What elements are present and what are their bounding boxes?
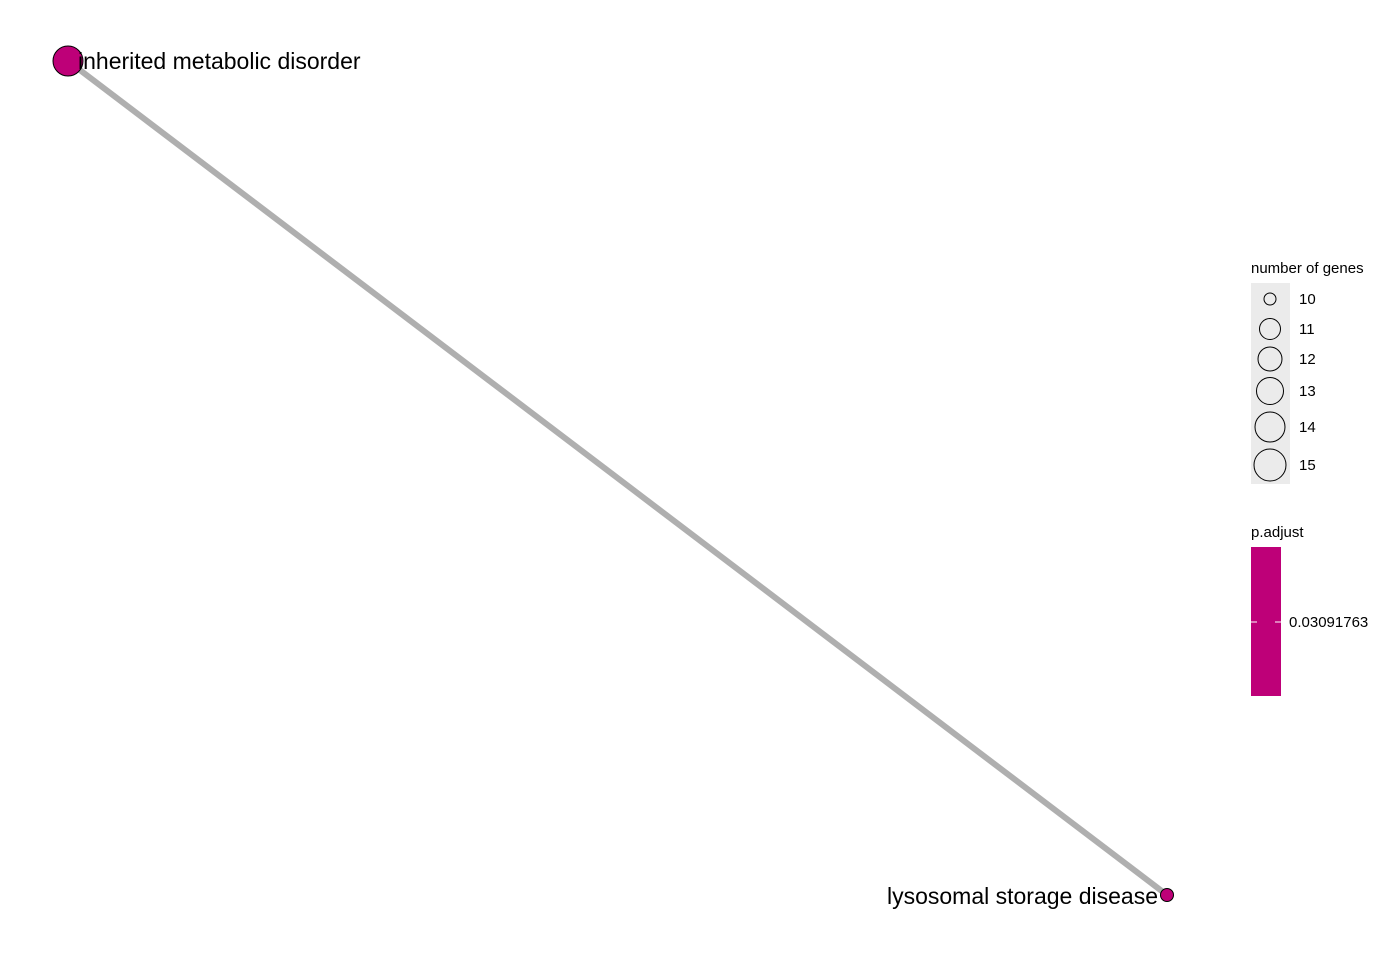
color-legend: p.adjust 0.03091763: [1251, 524, 1368, 696]
size-key-label-12: 12: [1299, 351, 1316, 368]
size-key-label-14: 14: [1299, 419, 1316, 436]
color-legend-label: 0.03091763: [1289, 614, 1368, 631]
size-key-label-11: 11: [1299, 321, 1315, 338]
size-legend-title: number of genes: [1251, 260, 1364, 277]
size-key-label-10: 10: [1299, 291, 1316, 308]
size-key-circle-11: [1260, 319, 1281, 340]
network-edge: [68, 61, 1167, 895]
size-key-circle-10: [1264, 293, 1276, 305]
node-label-inherited-metabolic-disorder: inherited metabolic disorder: [78, 48, 361, 74]
size-key-label-15: 15: [1299, 457, 1316, 474]
size-key-label-13: 13: [1299, 383, 1316, 400]
color-legend-title: p.adjust: [1251, 524, 1304, 541]
size-key-circle-13: [1257, 378, 1284, 405]
size-key-circle-14: [1255, 412, 1285, 442]
size-key-circle-15: [1254, 449, 1286, 481]
size-key-circle-12: [1258, 347, 1282, 371]
node-label-lysosomal-storage-disease: lysosomal storage disease: [887, 883, 1158, 909]
size-legend: number of genes 10 11 12 13 14 15: [1251, 260, 1364, 484]
node-lysosomal-storage-disease[interactable]: [1161, 889, 1174, 902]
